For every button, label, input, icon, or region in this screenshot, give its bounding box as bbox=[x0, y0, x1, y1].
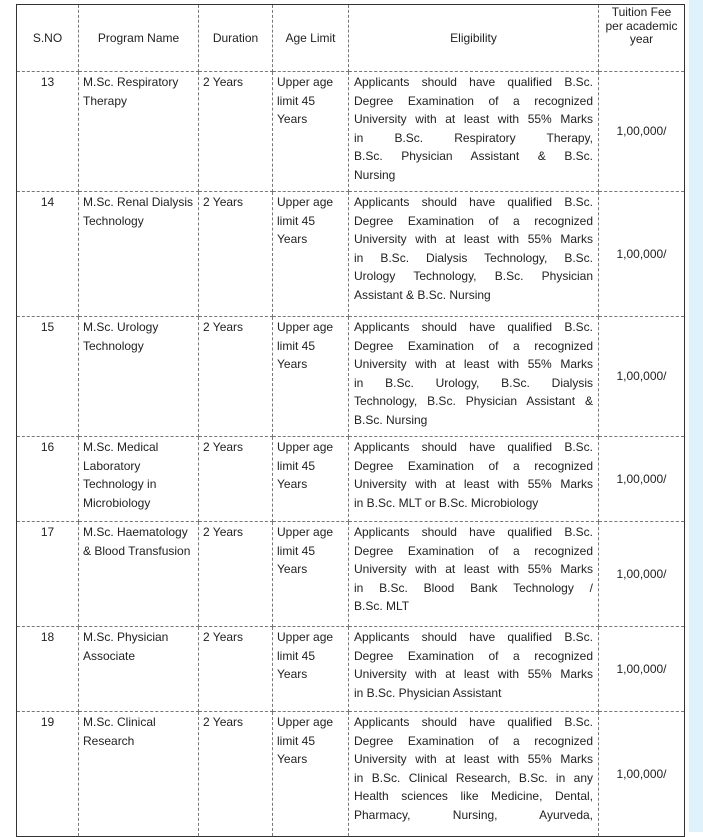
eligibility-line: University with at least with 55% Marks bbox=[354, 667, 593, 681]
age-limit-cell: Upper age limit 45 Years bbox=[272, 521, 349, 627]
fee-cell: 1,00,000/ bbox=[598, 436, 685, 522]
duration-cell: 2 Years bbox=[198, 711, 273, 837]
eligibility-line: Degree Examination of a recognized bbox=[354, 213, 593, 228]
eligibility-line: University with at least with 55% Marks bbox=[354, 357, 593, 371]
programs-table: S.NO Program Name Duration Age Limit Eli… bbox=[16, 4, 685, 837]
header-eligibility: Eligibility bbox=[348, 4, 599, 72]
eligibility-line: Pharmacy, Nursing, Ayurveda, bbox=[354, 807, 593, 822]
table-row: 19 M.Sc. Clinical Research 2 Years Upper ag… bbox=[16, 711, 685, 837]
duration-cell: 2 Years bbox=[198, 436, 273, 522]
eligibility-line: Health sciences like Medicine, Dental, bbox=[354, 789, 593, 803]
eligibility-cell: Applicants should have qualified B.Sc. De… bbox=[348, 711, 599, 837]
sno-cell: 17 bbox=[16, 521, 79, 627]
table-row: 13 M.Sc. Respiratory Therapy 2 Years Upper … bbox=[16, 71, 685, 192]
eligibility-line: Applicants should have qualified B.Sc. bbox=[354, 195, 593, 209]
sno-cell: 15 bbox=[16, 316, 79, 437]
sno-cell: 19 bbox=[16, 711, 79, 837]
fee-cell: 1,00,000/ bbox=[598, 71, 685, 192]
eligibility-line: in B.Sc. Physician Assistant bbox=[354, 685, 502, 700]
program-cell: M.Sc. Physician Associate bbox=[78, 626, 199, 712]
age-limit-cell: Upper age limit 45 Years bbox=[272, 436, 349, 522]
duration-cell: 2 Years bbox=[198, 521, 273, 627]
duration-cell: 2 Years bbox=[198, 626, 273, 712]
table-row: 17 M.Sc. Haematology & Blood Transfusion 2… bbox=[16, 521, 685, 627]
fee-cell: 1,00,000/ bbox=[598, 191, 685, 317]
eligibility-line: in B.Sc. Dialysis Technology, B.Sc. bbox=[354, 250, 593, 265]
age-limit-cell: Upper age limit 45 Years bbox=[272, 626, 349, 712]
eligibility-line: Applicants should have qualified B.Sc. bbox=[354, 525, 593, 539]
eligibility-line: Degree Examination of a recognized bbox=[354, 648, 593, 663]
header-fee: Tuition Fee per academic year bbox=[598, 4, 685, 72]
eligibility-line: Technology, B.Sc. Physician Assistant & bbox=[354, 394, 593, 408]
duration-cell: 2 Years bbox=[198, 71, 273, 192]
fee-cell: 1,00,000/ bbox=[598, 316, 685, 437]
eligibility-line: University with at least with 55% Marks bbox=[354, 112, 593, 126]
eligibility-line: University with at least with 55% Marks bbox=[354, 752, 593, 766]
eligibility-line: Applicants should have qualified B.Sc. bbox=[354, 630, 593, 644]
eligibility-line: B.Sc. Nursing bbox=[354, 412, 428, 427]
eligibility-line: in B.Sc. MLT or B.Sc. Microbiology bbox=[354, 495, 539, 510]
age-limit-cell: Upper age limit 45 Years bbox=[272, 71, 349, 192]
fee-cell: 1,00,000/ bbox=[598, 711, 685, 837]
table-row: 15 M.Sc. Urology Technology 2 Years Upper a… bbox=[16, 316, 685, 437]
program-cell: M.Sc. Clinical Research bbox=[78, 711, 199, 837]
eligibility-cell: Applicants should have qualified B.Sc. De… bbox=[348, 191, 599, 317]
program-cell: M.Sc. Haematology & Blood Transfusion bbox=[78, 521, 199, 627]
eligibility-line: Degree Examination of a recognized bbox=[354, 338, 593, 353]
table-row: 14 M.Sc. Renal Dialysis Technology 2 Years… bbox=[16, 191, 685, 317]
eligibility-cell: Applicants should have qualified B.Sc. De… bbox=[348, 71, 599, 192]
table-row: 18 M.Sc. Physician Associate 2 Years Upper … bbox=[16, 626, 685, 712]
eligibility-line: in B.Sc. Clinical Research, B.Sc. in any bbox=[354, 770, 593, 785]
program-cell: M.Sc. Medical Laboratory Technology in M… bbox=[78, 436, 199, 522]
eligibility-line: University with at least with 55% Marks bbox=[354, 232, 593, 246]
program-cell: M.Sc. Urology Technology bbox=[78, 316, 199, 437]
eligibility-line: in B.Sc. Respiratory Therapy, bbox=[354, 130, 593, 145]
age-limit-cell: Upper age limit 45 Years bbox=[272, 711, 349, 837]
eligibility-line: Degree Examination of a recognized bbox=[354, 543, 593, 558]
header-row: S.NO Program Name Duration Age Limit Eli… bbox=[16, 4, 685, 72]
sno-cell: 13 bbox=[16, 71, 79, 192]
eligibility-line: Applicants should have qualified B.Sc. bbox=[354, 715, 593, 729]
header-program: Program Name bbox=[78, 4, 199, 72]
duration-cell: 2 Years bbox=[198, 316, 273, 437]
header-sno: S.NO bbox=[16, 4, 79, 72]
eligibility-line: Applicants should have qualified B.Sc. bbox=[354, 75, 593, 89]
eligibility-line: in B.Sc. Blood Bank Technology / bbox=[354, 580, 593, 595]
eligibility-line: University with at least with 55% Marks bbox=[354, 562, 593, 576]
eligibility-line: Urology Technology, B.Sc. Physician bbox=[354, 269, 593, 283]
age-limit-cell: Upper age limit 45 Years bbox=[272, 191, 349, 317]
page-edge bbox=[689, 0, 703, 832]
eligibility-line: Applicants should have qualified B.Sc. bbox=[354, 320, 593, 334]
eligibility-line: Degree Examination of a recognized bbox=[354, 458, 593, 473]
eligibility-cell: Applicants should have qualified B.Sc. De… bbox=[348, 521, 599, 627]
eligibility-cell: Applicants should have qualified B.Sc. De… bbox=[348, 626, 599, 712]
eligibility-line: Assistant & B.Sc. Nursing bbox=[354, 287, 491, 302]
table-row: 16 M.Sc. Medical Laboratory Technology in… bbox=[16, 436, 685, 522]
program-cell: M.Sc. Renal Dialysis Technology bbox=[78, 191, 199, 317]
eligibility-line: in B.Sc. Urology, B.Sc. Dialysis bbox=[354, 375, 593, 390]
fee-cell: 1,00,000/ bbox=[598, 521, 685, 627]
program-cell: M.Sc. Respiratory Therapy bbox=[78, 71, 199, 192]
eligibility-line: University with at least with 55% Marks bbox=[354, 477, 593, 491]
eligibility-line: B.Sc. MLT bbox=[354, 599, 410, 613]
eligibility-line: Degree Examination of a recognized bbox=[354, 93, 593, 108]
eligibility-line: Applicants should have qualified B.Sc. bbox=[354, 440, 593, 454]
header-age: Age Limit bbox=[272, 4, 349, 72]
age-limit-cell: Upper age limit 45 Years bbox=[272, 316, 349, 437]
eligibility-cell: Applicants should have qualified B.Sc. De… bbox=[348, 316, 599, 437]
duration-cell: 2 Years bbox=[198, 191, 273, 317]
eligibility-line: Nursing bbox=[354, 167, 396, 182]
eligibility-line: B.Sc. Physician Assistant & B.Sc. bbox=[354, 149, 593, 163]
eligibility-line: Degree Examination of a recognized bbox=[354, 733, 593, 748]
header-duration: Duration bbox=[198, 4, 273, 72]
fee-cell: 1,00,000/ bbox=[598, 626, 685, 712]
sno-cell: 18 bbox=[16, 626, 79, 712]
eligibility-cell: Applicants should have qualified B.Sc. De… bbox=[348, 436, 599, 522]
sno-cell: 16 bbox=[16, 436, 79, 522]
sno-cell: 14 bbox=[16, 191, 79, 317]
